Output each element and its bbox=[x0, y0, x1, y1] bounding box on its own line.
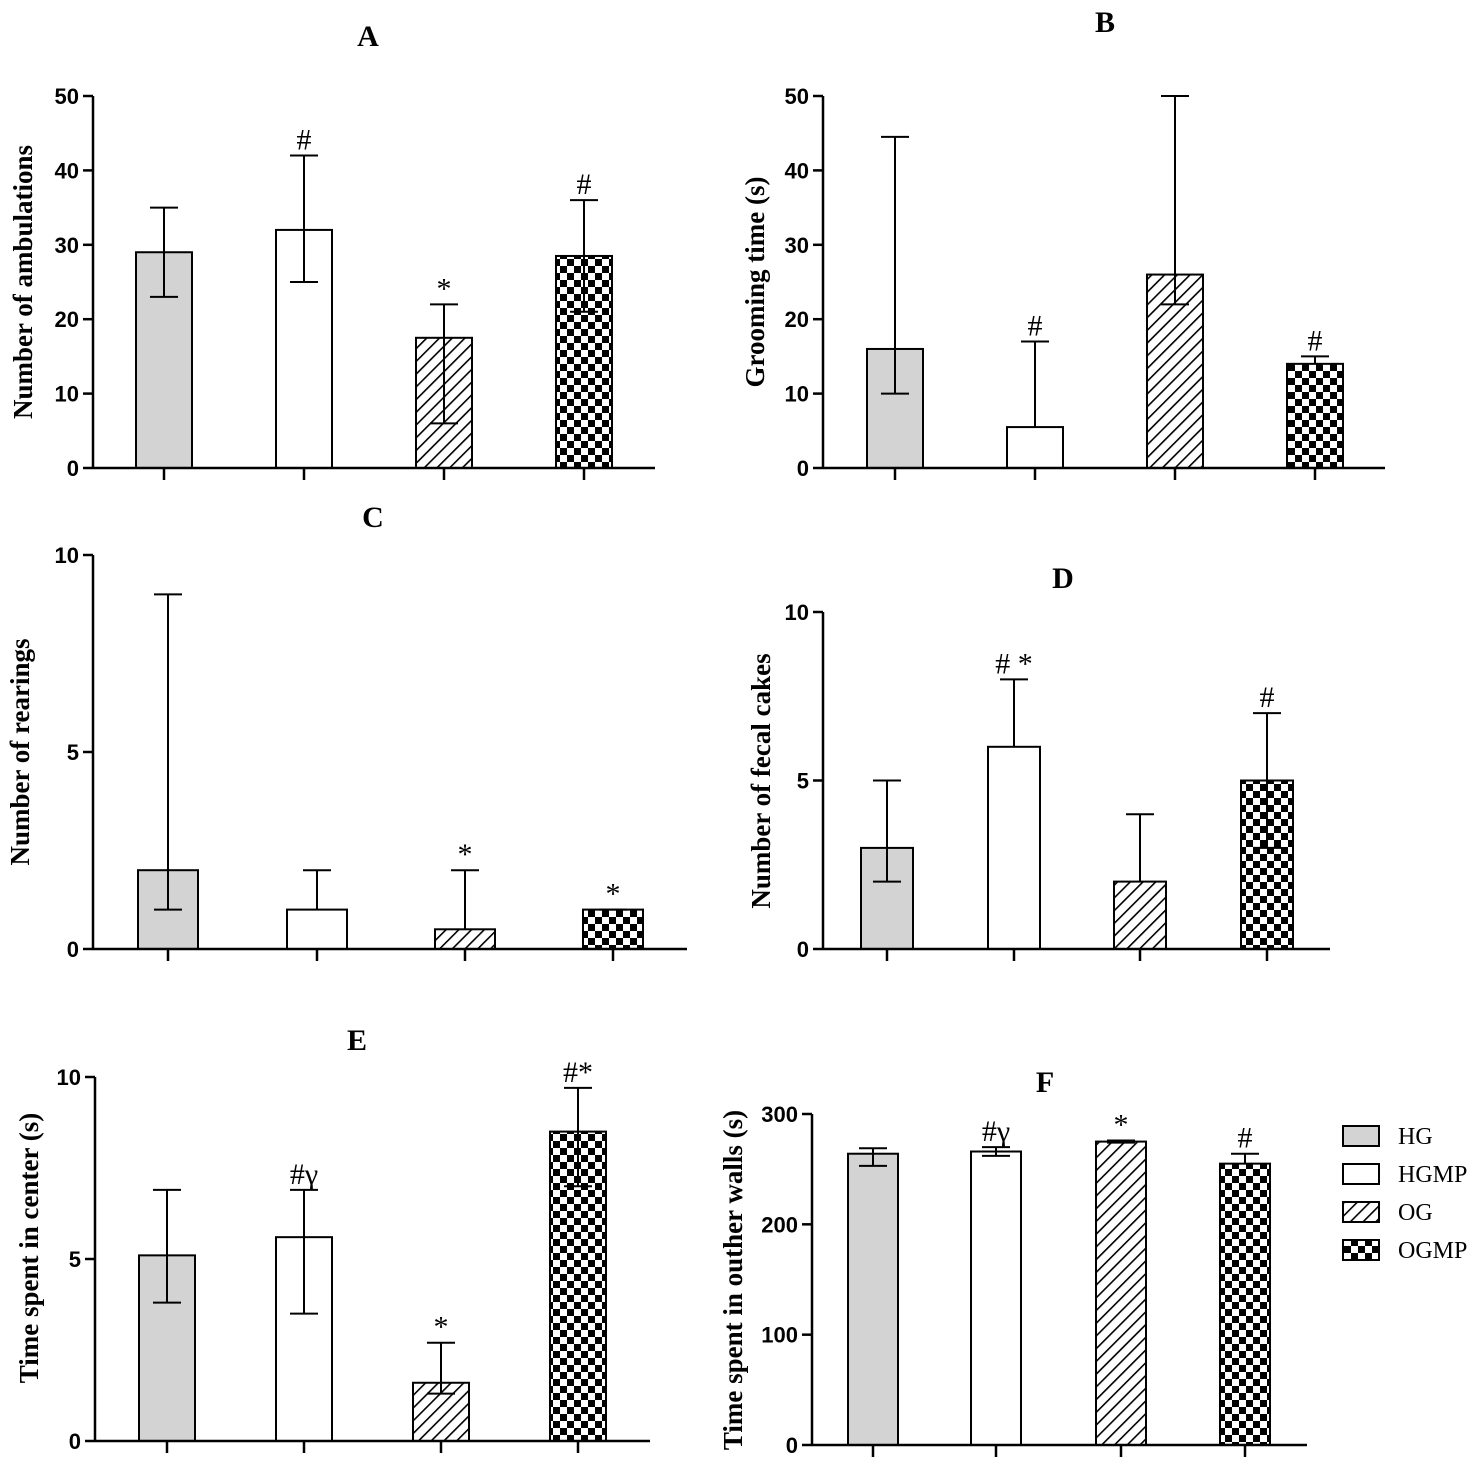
panel-b-y-axis-label: Grooming time (s) bbox=[740, 177, 770, 388]
panel-b-y-tick-label: 50 bbox=[785, 84, 809, 109]
legend-swatch-ogmp bbox=[1342, 1239, 1380, 1261]
panel-b-annotation-ogmp: # bbox=[1308, 324, 1323, 357]
panel-a-y-axis-label: Number of ambulations bbox=[8, 145, 38, 419]
panel-c-annotation-og: * bbox=[458, 838, 473, 871]
panel-e-y-tick-label: 10 bbox=[57, 1065, 81, 1090]
legend-label-hg: HG bbox=[1398, 1124, 1433, 1150]
panel-a-y-tick-label: 50 bbox=[55, 84, 79, 109]
panel-e-y-axis-label: Time spent in center (s) bbox=[14, 1113, 44, 1383]
panel-e-title: E bbox=[347, 1024, 367, 1057]
panel-d-y-tick-label: 0 bbox=[797, 937, 809, 962]
panel-a-title: A bbox=[357, 20, 379, 53]
legend-item-ogmp: OGMP bbox=[1342, 1238, 1467, 1264]
panel-a-y-tick-label: 10 bbox=[55, 382, 79, 407]
panel-f-title: F bbox=[1036, 1066, 1054, 1099]
panel-f-y-tick-label: 300 bbox=[761, 1102, 798, 1127]
panel-a-annotation-ogmp: # bbox=[577, 168, 592, 201]
panel-a-y-tick-label: 30 bbox=[55, 233, 79, 258]
panel-f-bar-hg bbox=[847, 1152, 899, 1446]
panel-b-bar-ogmp bbox=[1286, 362, 1344, 469]
panel-a-y-tick-label: 40 bbox=[55, 158, 79, 183]
panel-b-y-tick-label: 0 bbox=[797, 456, 809, 481]
panel-d: D Number of fecal cakes # * #0 5 10 bbox=[746, 562, 1330, 962]
panel-c-y-axis-label: Number of rearings bbox=[5, 639, 35, 866]
panel-f-y-tick-label: 0 bbox=[786, 1433, 798, 1458]
panel-f-y-axis-label: Time spent in outher walls (s) bbox=[718, 1110, 748, 1450]
panel-e-y-tick-label: 0 bbox=[69, 1429, 81, 1454]
legend-label-ogmp: OGMP bbox=[1398, 1238, 1467, 1264]
panel-c-y-tick-label: 5 bbox=[67, 740, 79, 765]
panel-b-annotation-hgmp: # bbox=[1028, 310, 1043, 343]
panel-c: C Number of rearings * * 0 5 10 bbox=[5, 501, 687, 962]
legend: HG HGMP OG OGMP bbox=[1342, 1124, 1467, 1264]
legend-swatch-hg bbox=[1342, 1125, 1380, 1147]
panel-c-annotation-ogmp: * bbox=[606, 878, 621, 911]
panel-c-bar-hgmp bbox=[286, 908, 348, 950]
legend-item-og: OG bbox=[1342, 1200, 1433, 1226]
panel-f-bar-ogmp bbox=[1219, 1162, 1271, 1447]
panel-f-bar-hgmp bbox=[970, 1150, 1022, 1446]
panel-c-title: C bbox=[362, 501, 384, 534]
panel-f: F Time spent in outher walls (s) #γ * #0 100 2… bbox=[718, 1066, 1307, 1458]
panel-b-y-tick-label: 20 bbox=[785, 307, 809, 332]
legend-item-hg: HG bbox=[1342, 1124, 1433, 1150]
panel-a-annotation-hgmp: # bbox=[297, 124, 312, 157]
panel-e: E Time spent in center (s) #γ * #* 0 5 10 bbox=[14, 1024, 650, 1454]
panel-f-y-tick-label: 100 bbox=[761, 1323, 798, 1348]
panel-f-annotation-og: * bbox=[1114, 1108, 1129, 1141]
panel-f-annotation-hgmp: #γ bbox=[982, 1115, 1010, 1148]
panel-a-annotation-og: * bbox=[437, 272, 452, 305]
panel-d-annotation-hgmp: # * bbox=[995, 647, 1033, 680]
legend-label-hgmp: HGMP bbox=[1398, 1162, 1467, 1188]
panel-d-annotation-ogmp: # bbox=[1260, 681, 1275, 714]
panel-c-y-tick-label: 10 bbox=[55, 543, 79, 568]
panel-c-y-tick-label: 0 bbox=[67, 937, 79, 962]
legend-item-hgmp: HGMP bbox=[1342, 1162, 1467, 1188]
panel-f-y-tick-label: 200 bbox=[761, 1212, 798, 1237]
panel-e-annotation-og: * bbox=[434, 1311, 449, 1344]
panel-e-annotation-hgmp: #γ bbox=[290, 1158, 318, 1191]
legend-swatch-og bbox=[1342, 1201, 1380, 1223]
panel-a-y-tick-label: 20 bbox=[55, 307, 79, 332]
panel-d-title: D bbox=[1052, 562, 1074, 595]
panel-d-y-tick-label: 10 bbox=[785, 600, 809, 625]
panel-b-y-tick-label: 30 bbox=[785, 233, 809, 258]
panel-e-y-tick-label: 5 bbox=[69, 1247, 81, 1272]
panel-d-bar-og bbox=[1113, 880, 1167, 950]
panel-b-y-tick-label: 40 bbox=[785, 158, 809, 183]
legend-label-og: OG bbox=[1398, 1200, 1433, 1226]
panel-b-bar-og bbox=[1146, 273, 1204, 469]
panel-a: A Number of ambulations # * #0 10 20 30 40 50 bbox=[8, 20, 655, 481]
panel-c-bar-og bbox=[434, 928, 496, 950]
panel-d-y-axis-label: Number of fecal cakes bbox=[746, 653, 776, 908]
panel-e-annotation-ogmp: #* bbox=[563, 1056, 593, 1089]
panel-b-bar-hgmp bbox=[1006, 426, 1064, 469]
panel-f-annotation-ogmp: # bbox=[1238, 1122, 1253, 1155]
panel-b-y-tick-label: 10 bbox=[785, 382, 809, 407]
panel-a-y-tick-label: 0 bbox=[67, 456, 79, 481]
panel-f-bar-og bbox=[1095, 1140, 1147, 1447]
panel-b-title: B bbox=[1095, 6, 1115, 39]
panel-b: B Grooming time (s) # #0 10 20 30 40 50 bbox=[740, 6, 1385, 481]
panel-c-bar-ogmp bbox=[582, 908, 644, 950]
panel-d-y-tick-label: 5 bbox=[797, 769, 809, 794]
legend-swatch-hgmp bbox=[1342, 1163, 1380, 1185]
panel-d-bar-hgmp bbox=[987, 745, 1041, 950]
